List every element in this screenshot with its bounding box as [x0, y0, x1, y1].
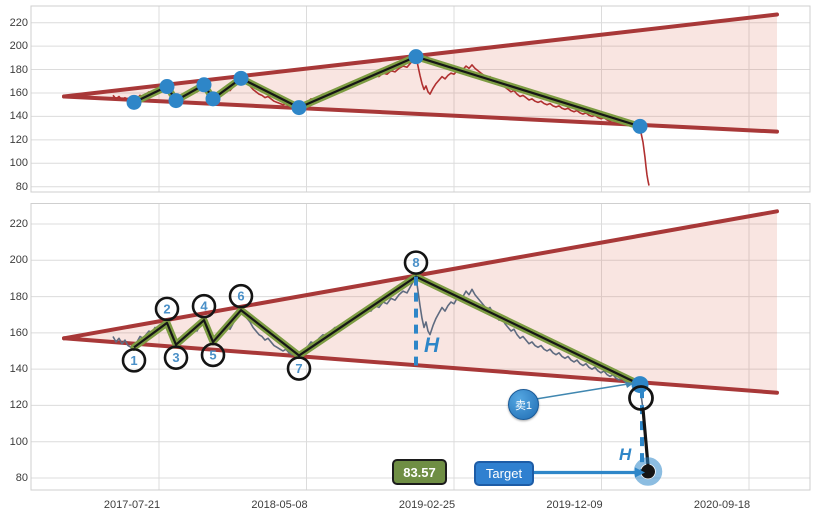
pivot-number-text: 2	[163, 301, 170, 316]
pivot-number-text: 8	[412, 255, 419, 270]
y-axis-tick-label: 200	[9, 254, 28, 267]
y-axis-tick-label: 120	[9, 399, 28, 412]
panel-border	[30, 5, 811, 193]
x-axis-tick-label: 2019-02-25	[398, 499, 456, 511]
wedge-upper-line	[62, 209, 779, 341]
y-axis-tick-label: 160	[9, 86, 28, 99]
pivot-number-circle	[191, 293, 217, 319]
pivot-dot	[159, 79, 175, 95]
x-axis-tick-label: 2018-05-08	[251, 499, 308, 511]
wedge-lower-line	[62, 336, 779, 395]
y-axis-tick-label: 180	[9, 63, 28, 76]
y-axis-tick-label: 200	[9, 40, 28, 53]
pivot-dot	[168, 93, 184, 109]
pivot-number-text: 7	[295, 361, 302, 376]
y-axis-tick-label: 220	[9, 218, 28, 230]
y-axis-tick-label: 140	[9, 110, 28, 123]
pivot-dot	[196, 77, 212, 93]
pivot-number-text: 1	[130, 353, 137, 368]
target-arrowhead	[635, 467, 645, 478]
y-axis-tick-label: 220	[9, 16, 28, 29]
pivot-dot	[233, 70, 249, 86]
sell-connector-line	[535, 382, 635, 400]
y-axis-tick-label: 80	[15, 472, 28, 484]
pivot-number-text: 4	[200, 299, 208, 314]
y-axis-tick-label: 180	[9, 290, 28, 303]
pivot-number-text: 5	[209, 347, 216, 362]
zigzag-inner	[133, 275, 641, 386]
pivot-number-circle	[200, 342, 226, 368]
sell-point-circle	[628, 385, 654, 411]
x-axis-tick-label: 2017-07-21	[103, 499, 161, 511]
pivot-dot	[408, 49, 424, 65]
pivot-number-circle	[121, 348, 147, 373]
pivot-dot	[205, 91, 221, 107]
pivot-number-circle	[286, 356, 312, 381]
pivot-dot	[632, 118, 648, 134]
sell-connector-arrowhead	[625, 382, 634, 388]
sell-1-badge[interactable]: 卖1	[508, 389, 539, 420]
measure-h1-label: H	[424, 334, 440, 357]
wedge-fill	[64, 14, 777, 132]
pivot-number-circle	[228, 283, 254, 309]
y-axis-tick-label: 120	[9, 133, 28, 146]
target-label-box[interactable]: Target	[474, 461, 534, 486]
wedge-fill	[64, 211, 777, 393]
y-axis-tick-label: 80	[15, 180, 28, 193]
y-axis-tick-label: 100	[9, 435, 28, 448]
panel-border	[30, 203, 811, 491]
pivot-number-circle	[154, 296, 180, 322]
x-axis-tick-label: 2019-12-09	[546, 499, 603, 511]
sell-drop-line	[641, 407, 650, 468]
pivot-number-circle	[403, 250, 429, 275]
y-axis-tick-label: 160	[9, 326, 28, 339]
pivot-number-text: 3	[172, 350, 179, 365]
target-price-box[interactable]: 83.57	[392, 459, 447, 485]
x-axis-tick-label: 2020-09-18	[693, 499, 751, 511]
pivot-dot	[126, 94, 142, 110]
pivot-dot	[291, 100, 307, 116]
y-axis-tick-label: 140	[9, 363, 28, 376]
target-dot	[641, 464, 655, 479]
pivot-number-circle	[163, 345, 189, 370]
y-axis-tick-label: 100	[9, 157, 28, 170]
pivot-number-text: 6	[237, 289, 244, 304]
measure-h2-label: H	[619, 445, 632, 464]
